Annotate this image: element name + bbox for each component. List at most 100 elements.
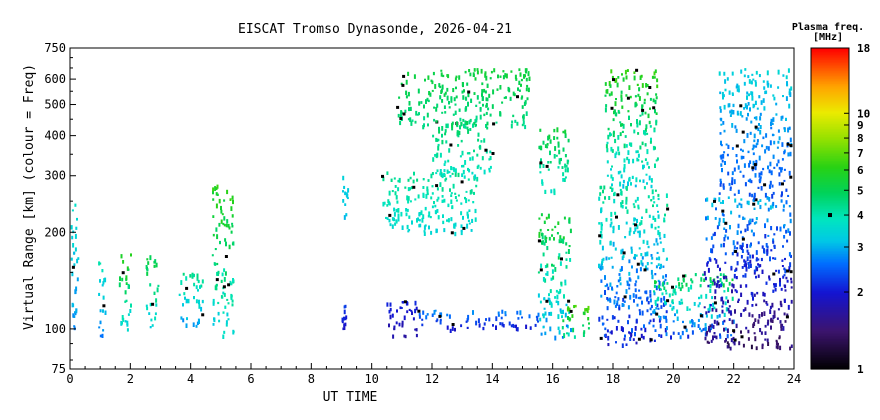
echo-pixel bbox=[460, 324, 463, 328]
echo-pixel bbox=[214, 186, 217, 191]
echo-pixel bbox=[626, 209, 629, 214]
echo-pixel bbox=[767, 82, 770, 86]
echo-pixel bbox=[537, 312, 540, 317]
colorbar-segment bbox=[811, 232, 849, 235]
echo-pixel bbox=[629, 337, 632, 341]
echo-pixel bbox=[448, 148, 451, 153]
echo-pixel bbox=[397, 217, 400, 222]
echo-pixel bbox=[427, 215, 430, 218]
echo-pixel bbox=[620, 94, 623, 98]
echo-pixel bbox=[789, 212, 792, 217]
echo-pixel bbox=[460, 121, 463, 127]
echo-pixel bbox=[690, 284, 693, 290]
colorbar-segment bbox=[811, 161, 849, 165]
echo-pixel bbox=[499, 75, 502, 78]
echo-pixel bbox=[677, 332, 680, 335]
echo-pixel bbox=[657, 263, 660, 267]
echo-pixel bbox=[428, 225, 430, 230]
echo-pixel bbox=[453, 226, 456, 229]
echo-pixel bbox=[685, 282, 688, 287]
echo-pixel bbox=[789, 231, 791, 236]
echo-pixel bbox=[721, 159, 724, 163]
x-tick-label: 20 bbox=[666, 372, 680, 386]
echo-marker bbox=[641, 108, 645, 112]
echo-marker bbox=[224, 255, 228, 258]
echo-pixel bbox=[768, 197, 771, 202]
echo-pixel bbox=[713, 319, 716, 324]
echo-pixel bbox=[505, 73, 508, 79]
echo-pixel bbox=[783, 168, 786, 171]
echo-pixel bbox=[588, 322, 590, 325]
echo-pixel bbox=[720, 163, 723, 167]
echo-pixel bbox=[780, 199, 783, 203]
echo-pixel bbox=[231, 222, 234, 225]
echo-pixel bbox=[746, 243, 749, 249]
echo-pixel bbox=[677, 277, 680, 282]
colorbar-segment bbox=[811, 222, 849, 226]
echo-pixel bbox=[735, 268, 738, 272]
echo-marker bbox=[71, 265, 75, 269]
echo-pixel bbox=[739, 284, 742, 288]
echo-pixel bbox=[757, 127, 760, 132]
echo-pixel bbox=[412, 317, 415, 321]
echo-marker bbox=[666, 207, 670, 211]
echo-pixel bbox=[609, 132, 611, 137]
echo-pixel bbox=[521, 316, 523, 319]
echo-pixel bbox=[647, 113, 650, 119]
colorbar-segment bbox=[811, 67, 849, 70]
echo-pixel bbox=[414, 300, 417, 306]
colorbar-segment bbox=[811, 137, 849, 141]
echo-pixel bbox=[775, 339, 778, 342]
echo-pixel bbox=[518, 68, 521, 72]
echo-pixel bbox=[708, 341, 710, 344]
echo-region bbox=[145, 255, 160, 329]
echo-pixel bbox=[71, 209, 74, 212]
echo-pixel bbox=[747, 262, 750, 265]
echo-pixel bbox=[612, 132, 615, 138]
echo-pixel bbox=[750, 242, 752, 247]
echo-pixel bbox=[783, 151, 786, 155]
echo-pixel bbox=[395, 195, 398, 200]
echo-pixel bbox=[639, 75, 642, 80]
echo-pixel bbox=[622, 327, 624, 333]
echo-pixel bbox=[610, 218, 613, 221]
echo-pixel bbox=[102, 295, 105, 300]
echo-pixel bbox=[434, 154, 437, 157]
echo-pixel bbox=[755, 303, 758, 307]
echo-pixel bbox=[777, 308, 780, 311]
colorbar-segment bbox=[811, 362, 849, 365]
echo-pixel bbox=[711, 248, 714, 254]
echo-marker bbox=[610, 106, 614, 110]
echo-pixel bbox=[707, 267, 710, 273]
echo-pixel bbox=[743, 259, 746, 263]
echo-pixel bbox=[428, 91, 431, 96]
echo-pixel bbox=[557, 166, 560, 169]
echo-pixel bbox=[649, 125, 652, 128]
echo-pixel bbox=[232, 199, 234, 205]
echo-pixel bbox=[769, 185, 771, 189]
echo-pixel bbox=[618, 273, 621, 276]
echo-pixel bbox=[475, 320, 478, 326]
colorbar-segment bbox=[811, 155, 849, 158]
echo-pixel bbox=[481, 89, 484, 94]
echo-pixel bbox=[767, 342, 770, 346]
echo-pixel bbox=[121, 315, 124, 320]
colorbar-tick-label: 6 bbox=[857, 164, 864, 177]
echo-pixel bbox=[436, 138, 439, 142]
echo-marker bbox=[460, 180, 464, 184]
echo-pixel bbox=[439, 169, 442, 173]
echo-pixel bbox=[601, 265, 604, 270]
echo-pixel bbox=[345, 192, 348, 197]
echo-pixel bbox=[744, 307, 747, 311]
echo-pixel bbox=[788, 170, 791, 176]
echo-pixel bbox=[751, 292, 754, 297]
echo-pixel bbox=[197, 289, 199, 292]
echo-pixel bbox=[393, 326, 396, 330]
echo-region bbox=[703, 196, 793, 351]
echo-pixel bbox=[448, 101, 450, 105]
echo-pixel bbox=[454, 77, 457, 82]
echo-pixel bbox=[662, 275, 665, 279]
echo-marker bbox=[545, 164, 549, 168]
echo-pixel bbox=[628, 115, 630, 120]
echo-pixel bbox=[706, 262, 709, 267]
